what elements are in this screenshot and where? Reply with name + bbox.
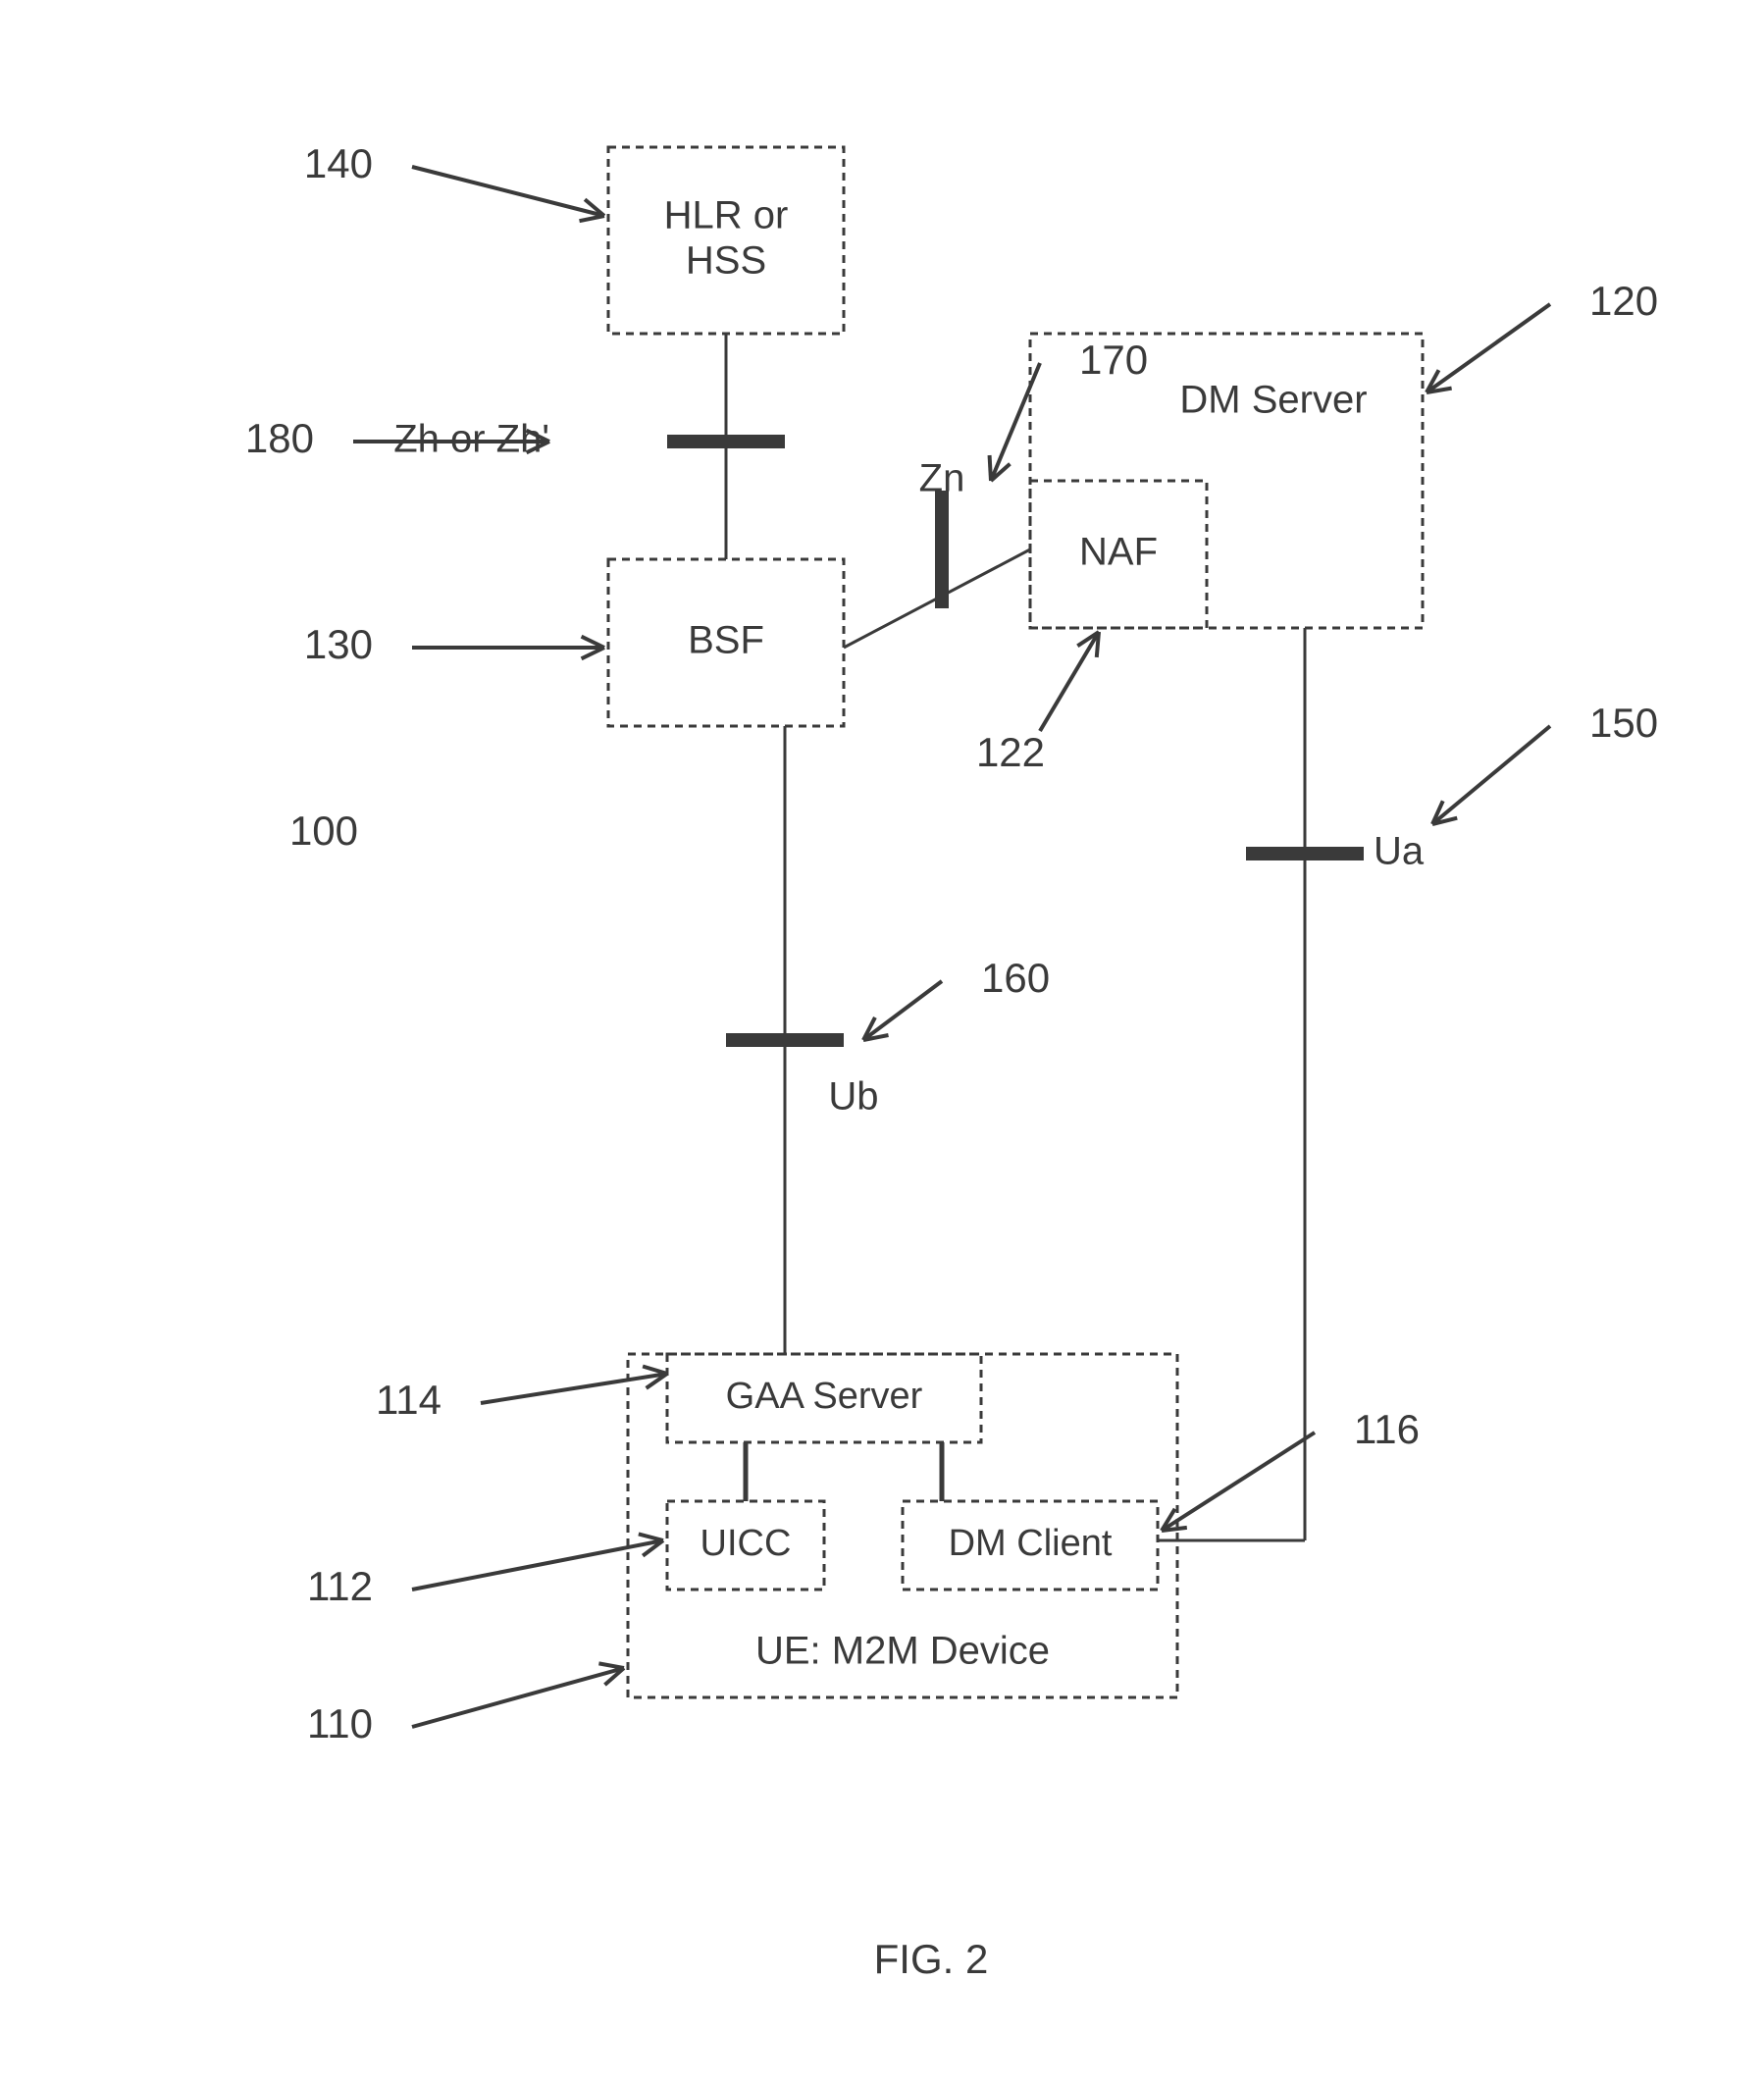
svg-text:140: 140 <box>304 140 373 186</box>
svg-text:UICC: UICC <box>700 1523 792 1564</box>
svg-text:170: 170 <box>1079 337 1148 383</box>
svg-text:Ua: Ua <box>1374 830 1425 873</box>
svg-text:DM Client: DM Client <box>949 1523 1113 1564</box>
svg-text:NAF: NAF <box>1079 531 1158 574</box>
svg-text:114: 114 <box>376 1377 441 1423</box>
svg-text:Zn: Zn <box>919 457 965 500</box>
svg-text:UE: M2M Device: UE: M2M Device <box>755 1630 1050 1673</box>
svg-text:160: 160 <box>981 955 1050 1001</box>
svg-text:GAA Server: GAA Server <box>726 1376 923 1417</box>
svg-text:HSS: HSS <box>686 239 766 283</box>
svg-text:180: 180 <box>245 415 314 461</box>
svg-text:BSF: BSF <box>688 619 764 662</box>
svg-text:110: 110 <box>307 1700 373 1746</box>
svg-text:116: 116 <box>1354 1406 1420 1452</box>
svg-text:100: 100 <box>289 808 358 854</box>
svg-text:150: 150 <box>1589 700 1658 746</box>
svg-text:112: 112 <box>307 1563 373 1609</box>
svg-text:DM Server: DM Server <box>1179 379 1367 422</box>
svg-text:130: 130 <box>304 621 373 667</box>
svg-text:Ub: Ub <box>828 1075 878 1119</box>
svg-text:120: 120 <box>1589 278 1658 324</box>
svg-text:122: 122 <box>976 729 1045 775</box>
svg-text:HLR or: HLR or <box>664 194 789 237</box>
svg-text:Zh or Zh': Zh or Zh' <box>393 418 549 461</box>
svg-text:FIG. 2: FIG. 2 <box>874 1936 989 1982</box>
